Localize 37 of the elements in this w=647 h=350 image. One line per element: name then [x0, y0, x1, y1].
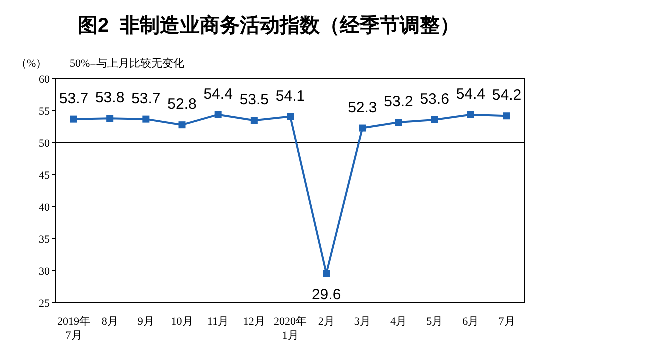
x-tick-label: 2月 [318, 316, 335, 328]
data-label: 53.2 [384, 94, 414, 111]
data-label: 53.8 [95, 90, 125, 107]
data-label: 52.8 [168, 96, 197, 114]
x-tick-label: 11月 [208, 316, 230, 328]
x-tick-label: 5月 [426, 316, 444, 328]
data-label: 53.6 [420, 90, 450, 108]
y-tick-label: 40 [39, 202, 50, 214]
x-tick-label: 8月 [102, 316, 118, 328]
x-tick-label: 9月 [138, 316, 154, 328]
x-tick-label: 3月 [354, 316, 371, 328]
data-label: 54.4 [456, 86, 486, 103]
data-label: 53.7 [59, 90, 89, 108]
y-tick-label: 35 [39, 234, 50, 246]
y-axis-title: （%） [16, 57, 48, 71]
x-tick-label: 7月 [498, 316, 516, 328]
x-tick-label: 2020年 1月 [274, 316, 307, 342]
x-tick-label: 12月 [243, 316, 266, 328]
x-tick-label: 2019年 7月 [58, 316, 90, 342]
data-label: 54.1 [276, 88, 306, 105]
x-tick-label: 4月 [390, 316, 407, 328]
data-label: 52.3 [348, 99, 378, 116]
x-tick-label: 10月 [171, 316, 194, 328]
chart-title: 图2 非制造业商务活动指数（经季节调整） [78, 14, 460, 39]
text: 50%=与上月比较无变化 [70, 56, 184, 71]
y-tick-label: 60 [39, 74, 50, 86]
data-label: 29.6 [312, 286, 342, 304]
y-tick-label: 45 [39, 170, 50, 182]
data-label: 54.4 [204, 86, 233, 103]
x-tick-label: 6月 [462, 316, 480, 328]
y-tick-label: 30 [39, 266, 50, 278]
data-label: 53.5 [240, 92, 270, 109]
y-tick-label: 25 [39, 298, 50, 310]
y-tick-label: 50 [39, 138, 50, 150]
y-tick-label: 55 [39, 106, 50, 118]
data-label: 54.2 [492, 87, 522, 104]
data-label: 53.7 [132, 90, 161, 108]
